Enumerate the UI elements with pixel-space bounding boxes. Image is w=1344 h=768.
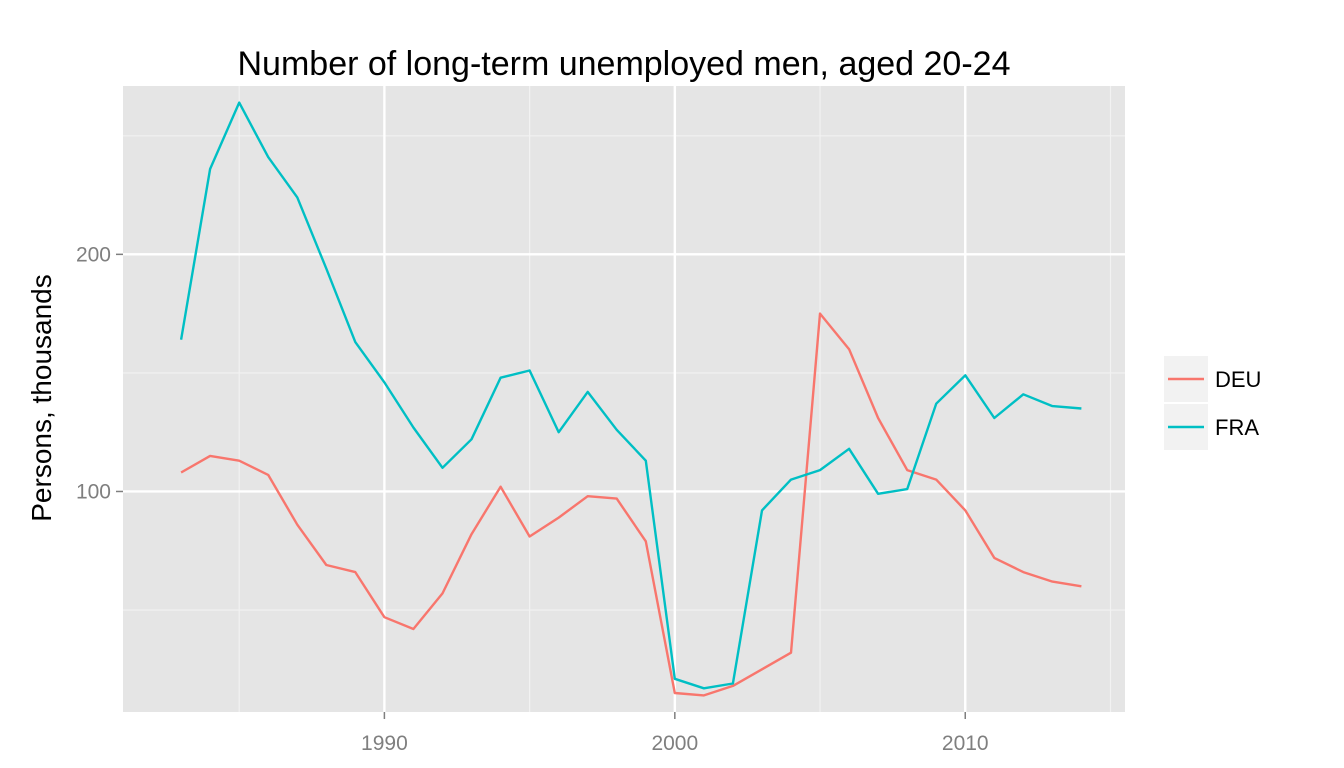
series-lines bbox=[179, 101, 1082, 697]
plot-panel bbox=[123, 86, 1125, 712]
chart-title: Number of long-term unemployed men, aged… bbox=[238, 45, 1011, 83]
x-tick-label: 2000 bbox=[651, 732, 698, 755]
y-tick-label: 100 bbox=[76, 480, 111, 503]
legend-label-deu: DEU bbox=[1215, 367, 1261, 392]
x-tick-label: 2010 bbox=[942, 732, 989, 755]
series-line-deu bbox=[180, 312, 1082, 697]
major-gridlines bbox=[123, 86, 1125, 712]
y-axis-label: Persons, thousands bbox=[26, 274, 57, 522]
x-tick-label: 1990 bbox=[361, 732, 408, 755]
legend-label-fra: FRA bbox=[1215, 415, 1259, 440]
axes: 1990 2000 2010 100 200 bbox=[76, 243, 989, 755]
minor-gridlines bbox=[123, 86, 1125, 712]
legend: DEU FRA bbox=[1164, 356, 1261, 450]
series-line-fra bbox=[179, 101, 1082, 690]
y-tick-label: 200 bbox=[76, 243, 111, 266]
